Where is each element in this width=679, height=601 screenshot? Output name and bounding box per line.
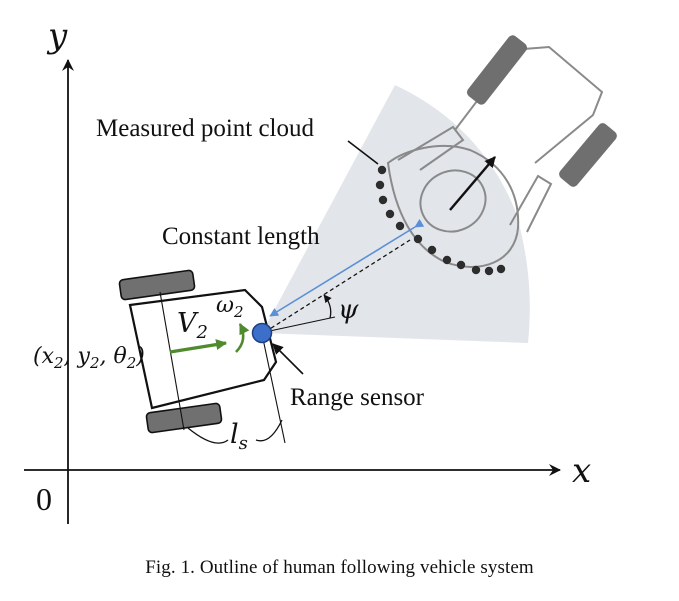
point-cloud-dot xyxy=(471,265,481,275)
vehicle xyxy=(118,269,278,434)
angular-velocity-arc xyxy=(235,323,250,353)
sensor-offset-bracket xyxy=(187,427,229,444)
velocity-label: V2 xyxy=(177,308,208,343)
human-head xyxy=(419,169,487,233)
human-right-arm xyxy=(509,174,553,233)
constant-length-arrow xyxy=(269,218,425,317)
point-cloud-dot xyxy=(385,209,395,219)
point-cloud-dot xyxy=(456,260,466,270)
point-cloud-dot xyxy=(413,234,423,244)
point-cloud-dot xyxy=(375,180,385,190)
psi-reference-line xyxy=(264,316,336,333)
pose-label: (x2, y2, θ2) xyxy=(33,344,145,372)
vehicle-wheel-top xyxy=(118,269,196,301)
sensor-to-human-dashed-line xyxy=(264,239,411,333)
human-feet xyxy=(466,35,617,187)
point-cloud-dot xyxy=(442,255,452,265)
range-sensor-label: Range sensor xyxy=(290,384,425,411)
vehicle-body xyxy=(128,288,278,410)
psi-angle-arc xyxy=(323,294,332,319)
y-axis-label: y xyxy=(46,16,68,56)
point-cloud-dot xyxy=(377,165,387,175)
angular-velocity-label: ω2 xyxy=(216,293,244,321)
x-axis-label: x xyxy=(572,451,591,491)
point-cloud-dot xyxy=(496,264,506,274)
velocity-arrow xyxy=(169,339,228,354)
origin-label: 0 xyxy=(36,481,52,517)
sensor-offset-line xyxy=(261,333,286,444)
sensor-offset-bracket-right xyxy=(255,419,283,442)
point-cloud-dot xyxy=(378,195,388,205)
range-sensor xyxy=(251,322,273,344)
point-cloud-dot xyxy=(484,266,494,276)
vehicle-wheel-bottom xyxy=(145,402,223,434)
human-left-leg xyxy=(454,45,604,164)
constant-length-label: Constant length xyxy=(162,223,320,250)
vehicle-axle-line xyxy=(159,291,185,431)
figure-caption: Fig. 1. Outline of human following vehic… xyxy=(145,557,534,578)
point-cloud-label: Measured point cloud xyxy=(96,115,315,142)
point-cloud-leader xyxy=(347,140,379,165)
human-heading-arrow xyxy=(449,156,496,211)
sensor-offset-label: ls xyxy=(230,419,248,454)
range-sensor-leader xyxy=(272,343,304,375)
point-cloud-dot xyxy=(395,221,405,231)
psi-label: ψ xyxy=(338,295,359,325)
human-left-arm xyxy=(397,125,465,171)
point-cloud-dot xyxy=(427,245,437,255)
